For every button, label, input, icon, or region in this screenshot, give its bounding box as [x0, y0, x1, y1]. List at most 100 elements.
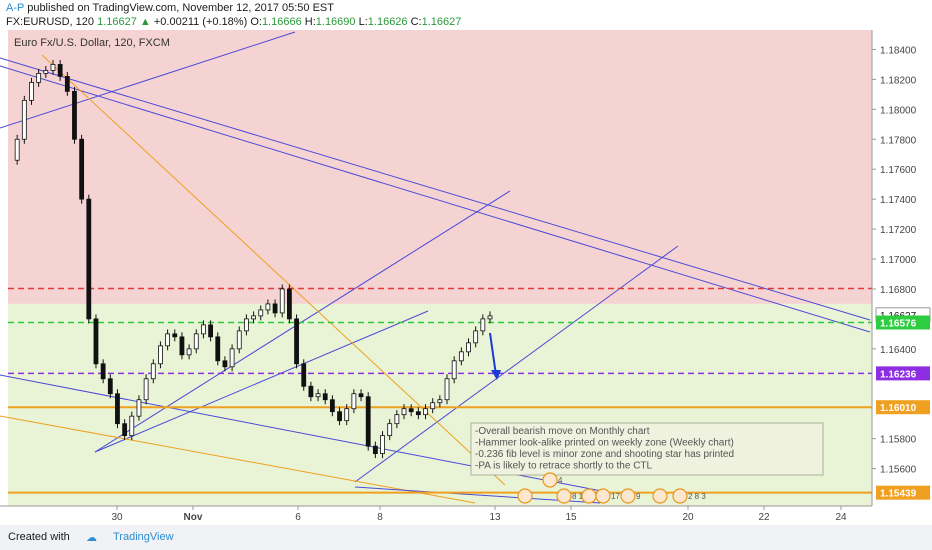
candle-body [14, 138, 20, 161]
y-tick-label: 1.16010 [880, 403, 917, 414]
low-value: 1.16626 [367, 16, 408, 28]
high-label: H: [304, 16, 316, 28]
chart-title: Euro Fx/U.S. Dollar, 120, FXCM [14, 37, 170, 49]
zone-0 [8, 30, 872, 304]
candle-body [64, 76, 70, 92]
last-price: 1.16627 [97, 16, 137, 28]
candle-body [57, 64, 63, 77]
cloud-logo-icon[interactable]: ☁ [86, 532, 97, 544]
price-chart[interactable]: 1.18400 1.18200 1.18000 1.17800 1.17600 1.174… [0, 30, 932, 525]
event-markers[interactable]: 4 8 1 3 17 1 9 2 8 3 [517, 472, 706, 504]
candle-body [315, 393, 321, 398]
candle-body [430, 402, 436, 410]
chart-header: A-P published on TradingView.com, Novemb… [0, 0, 932, 30]
y-tick-label: 1.18000 [880, 105, 917, 116]
candle-body [451, 360, 457, 380]
low-label: L: [358, 16, 368, 28]
candle-body [115, 393, 120, 425]
candle-body [372, 445, 378, 455]
x-tick-label: 24 [835, 512, 847, 523]
candle-body [107, 378, 113, 395]
event-flag-icon[interactable] [652, 488, 668, 504]
annotation-line: -Hammer look-alike printed on weekly zon… [475, 438, 734, 449]
candle-body [79, 138, 85, 200]
candle-body [480, 318, 486, 332]
candle-body [337, 411, 342, 422]
candle-body [329, 399, 335, 413]
candle-body [408, 408, 414, 413]
candle-body [208, 324, 213, 338]
candle-body [150, 363, 156, 380]
event-count: 9 [636, 492, 641, 501]
tradingview-link[interactable]: TradingView [113, 531, 174, 543]
candle-body [251, 315, 256, 320]
level-price-tag [876, 315, 930, 330]
candle-body [279, 288, 285, 314]
price-change: +0.00211 (+0.18%) [153, 16, 248, 28]
candle-body [158, 345, 163, 365]
candle-body [487, 315, 493, 320]
candle-body [444, 378, 450, 401]
candle-body [380, 435, 385, 455]
event-flag-icon[interactable] [556, 488, 572, 504]
y-tick-label: 1.15600 [880, 465, 917, 476]
candle-body [301, 363, 307, 387]
candle-body [50, 64, 56, 71]
candle-body [401, 408, 407, 416]
event-count: 2 8 3 [688, 492, 706, 501]
y-tick-label: 1.17200 [880, 225, 917, 236]
candle-body [100, 363, 106, 380]
candle-body [172, 333, 178, 338]
x-tick-label: 13 [489, 512, 501, 523]
candle-body [272, 303, 278, 314]
y-tick-label: 1.15800 [880, 435, 917, 446]
annotation-box[interactable] [470, 422, 824, 476]
candle-body [93, 318, 99, 365]
candle-body [437, 399, 443, 404]
candle-body [287, 288, 292, 320]
candle-body [351, 393, 357, 410]
publisher-name[interactable]: A-P [6, 2, 25, 14]
y-tick-label: 1.15439 [880, 489, 917, 500]
x-tick-label: 30 [111, 512, 123, 523]
candle-body [265, 303, 271, 311]
candle-body [86, 198, 92, 320]
open-value: 1.16666 [261, 16, 302, 28]
candles [14, 59, 493, 459]
candle-body [394, 414, 400, 425]
candle-body [473, 330, 479, 344]
event-flag-icon[interactable] [620, 488, 636, 504]
open-label: O: [250, 16, 262, 28]
candle-body [423, 408, 428, 416]
event-flag-icon[interactable] [581, 488, 597, 504]
publish-line: A-P published on TradingView.com, Novemb… [6, 2, 334, 14]
candle-body [244, 318, 249, 332]
published-text: published on TradingView.com, November 1… [27, 2, 334, 14]
time-axis[interactable] [0, 506, 872, 525]
x-tick-label: 15 [565, 512, 577, 523]
event-count: 17 1 [611, 492, 627, 501]
candle-body [29, 81, 34, 101]
created-with-text: Created with [8, 531, 70, 543]
y-tick-label: 1.17400 [880, 195, 917, 206]
y-tick-label: 1.17600 [880, 165, 917, 176]
chart-canvas[interactable]: 1.18400 1.18200 1.18000 1.17800 1.17600 1.174… [0, 30, 932, 525]
candle-body [344, 408, 350, 422]
price-axis[interactable] [872, 30, 932, 525]
candle-body [122, 423, 128, 437]
y-tick-label: 1.16800 [880, 285, 917, 296]
event-count: 4 [558, 476, 563, 485]
y-tick-label: 1.17800 [880, 135, 917, 146]
candle-body [186, 348, 192, 356]
x-tick-label: 8 [377, 512, 383, 523]
candle-body [466, 342, 471, 353]
candle-body [215, 336, 221, 362]
close-value: 1.16627 [421, 16, 462, 28]
candle-body [294, 318, 299, 365]
candle-body [201, 324, 206, 335]
event-flag-icon[interactable] [672, 488, 688, 504]
event-count: 8 1 3 [572, 492, 590, 501]
event-flag-icon[interactable] [542, 472, 558, 488]
event-flag-icon[interactable] [595, 488, 611, 504]
event-flag-icon[interactable] [517, 488, 533, 504]
